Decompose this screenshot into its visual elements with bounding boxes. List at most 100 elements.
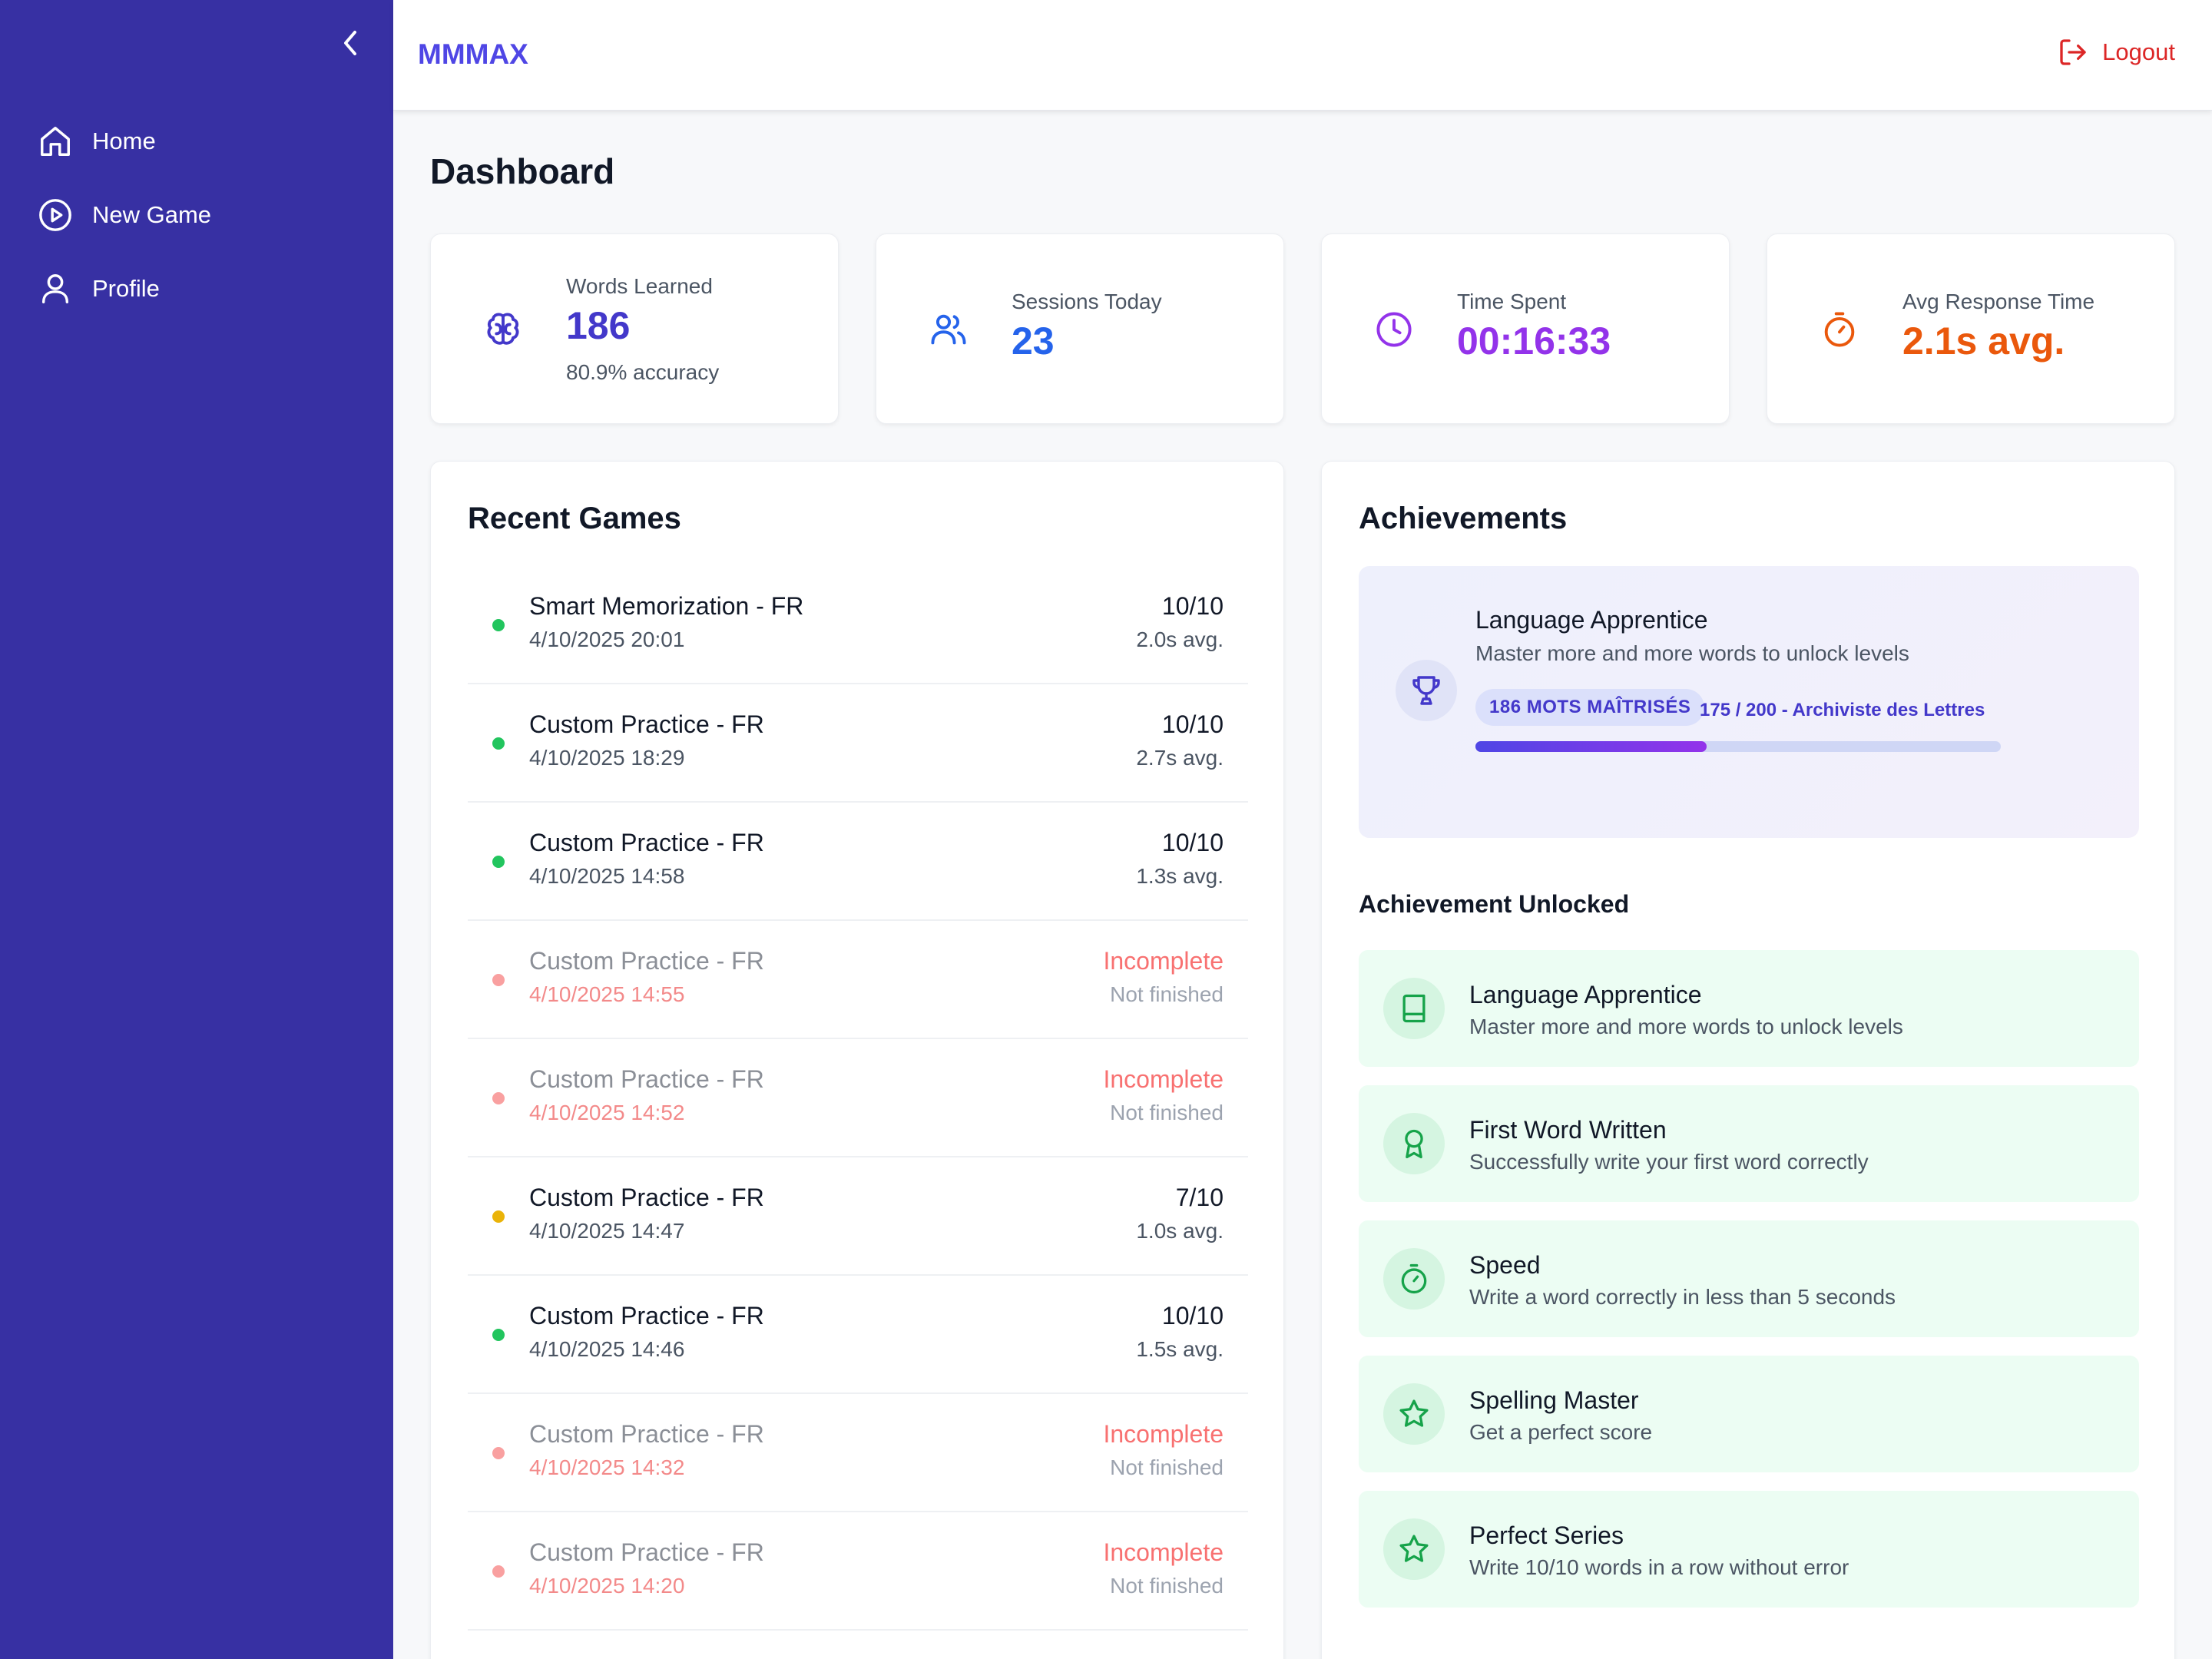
achievement-title: Spelling Master xyxy=(1469,1386,1639,1414)
brain-icon xyxy=(487,313,519,345)
achievement-description: Master more and more words to unlock lev… xyxy=(1469,1015,1903,1038)
game-date: 4/10/2025 14:46 xyxy=(529,1337,685,1361)
game-name: Custom Practice - FR xyxy=(529,1065,764,1093)
current-achievement-card: Language Apprentice Master more and more… xyxy=(1359,566,2139,838)
game-avg-time: 2.7s avg. xyxy=(1136,746,1224,770)
game-row[interactable]: Custom Practice - FR 4/10/2025 14:32 Incom… xyxy=(468,1394,1248,1512)
game-name: Custom Practice - FR xyxy=(529,1302,764,1330)
achievement-description: Write 10/10 words in a row without error xyxy=(1469,1555,1849,1579)
status-dot xyxy=(492,1210,505,1223)
game-avg-time: Not finished xyxy=(1110,982,1224,1006)
game-score: Incomplete xyxy=(1103,947,1224,975)
stat-value: 23 xyxy=(1012,320,1055,363)
stat-value: 186 xyxy=(566,304,631,347)
recent-games-panel: Recent Games Smart Memorization - FR 4/10… xyxy=(430,461,1284,1659)
stat-label: Words Learned xyxy=(566,274,713,298)
brand-logo[interactable]: MMMAX xyxy=(418,38,528,70)
achievement-description: Write a word correctly in less than 5 se… xyxy=(1469,1285,1896,1309)
game-avg-time: 1.0s avg. xyxy=(1136,1219,1224,1243)
chevron-left-icon xyxy=(344,31,356,55)
achievement-item[interactable]: Spelling Master Get a perfect score xyxy=(1359,1356,2139,1472)
game-row[interactable]: Custom Practice - FR 4/10/2025 18:29 10/10… xyxy=(468,684,1248,803)
game-row[interactable]: Custom Practice - FR 4/10/2025 14:58 10/10… xyxy=(468,803,1248,921)
achievement-item[interactable]: Perfect Series Write 10/10 words in a row… xyxy=(1359,1491,2139,1608)
game-score: Incomplete xyxy=(1103,1538,1224,1566)
sidebar-item-new-game[interactable]: New Game xyxy=(37,192,211,238)
game-name: Smart Memorization - FR xyxy=(529,592,804,620)
user-icon xyxy=(37,270,74,307)
sidebar-item-label: Home xyxy=(92,127,156,154)
game-name: Custom Practice - FR xyxy=(529,947,764,975)
achievements-panel: Achievements Language Apprentice Master … xyxy=(1321,461,2175,1659)
stat-card-sessions-today: Sessions Today 23 xyxy=(876,233,1284,424)
achievement-item[interactable]: Language Apprentice Master more and more … xyxy=(1359,950,2139,1067)
game-row[interactable]: Custom Practice - FR 4/10/2025 14:55 Incom… xyxy=(468,921,1248,1039)
game-name: Custom Practice - FR xyxy=(529,710,764,738)
game-row[interactable]: Custom Practice - FR 4/10/2025 14:47 7/10 1… xyxy=(468,1157,1248,1276)
status-dot xyxy=(492,974,505,986)
game-score: 10/10 xyxy=(1161,710,1224,738)
achievement-description: Get a perfect score xyxy=(1469,1420,1653,1444)
achievement-unlocked-title: Achievement Unlocked xyxy=(1359,890,1630,918)
game-date: 4/10/2025 14:20 xyxy=(529,1574,685,1598)
game-row[interactable]: Custom Practice - FR 4/10/2025 14:52 Incom… xyxy=(468,1039,1248,1157)
status-dot xyxy=(492,619,505,631)
game-score: 10/10 xyxy=(1161,592,1224,620)
achievement-description: Successfully write your first word corre… xyxy=(1469,1150,1869,1174)
game-score: 10/10 xyxy=(1161,829,1224,856)
logout-button[interactable]: Logout xyxy=(2058,37,2175,68)
game-date: 4/10/2025 14:58 xyxy=(529,864,685,888)
game-score: 7/10 xyxy=(1175,1184,1224,1211)
level-progress-label: 175 / 200 - Archiviste des Lettres xyxy=(1700,700,1985,720)
game-date: 4/10/2025 14:32 xyxy=(529,1455,685,1479)
stat-label: Time Spent xyxy=(1457,290,1567,313)
status-dot xyxy=(492,1447,505,1459)
star-icon xyxy=(1383,1383,1445,1445)
achievements-title: Achievements xyxy=(1359,502,1568,535)
game-date: 4/10/2025 14:47 xyxy=(529,1219,685,1243)
stat-card-avg-response-time: Avg Response Time 2.1s avg. xyxy=(1767,233,2175,424)
status-dot xyxy=(492,856,505,868)
collapse-sidebar-button[interactable] xyxy=(335,28,366,58)
level-progress-bar xyxy=(1475,741,2001,752)
sidebar-item-home[interactable]: Home xyxy=(37,118,156,164)
award-icon xyxy=(1383,1113,1445,1174)
users-icon xyxy=(931,314,966,345)
achievement-title: Perfect Series xyxy=(1469,1522,1624,1549)
timer-icon xyxy=(1383,1248,1445,1310)
game-avg-time: Not finished xyxy=(1110,1574,1224,1598)
stat-card-time-spent: Time Spent 00:16:33 xyxy=(1321,233,1730,424)
game-avg-time: Not finished xyxy=(1110,1101,1224,1124)
game-avg-time: 1.3s avg. xyxy=(1136,864,1224,888)
game-score: 10/10 xyxy=(1161,1302,1224,1330)
game-date: 4/10/2025 14:52 xyxy=(529,1101,685,1124)
stat-value: 00:16:33 xyxy=(1457,320,1611,363)
achievement-item[interactable]: First Word Written Successfully write you… xyxy=(1359,1085,2139,1202)
page-title: Dashboard xyxy=(430,151,615,191)
game-score: Incomplete xyxy=(1103,1065,1224,1093)
game-avg-time: 1.5s avg. xyxy=(1136,1337,1224,1361)
sidebar: Home New Game Profile xyxy=(0,0,393,1659)
achievement-title: First Word Written xyxy=(1469,1116,1667,1144)
game-row[interactable]: Smart Memorization - FR 4/10/2025 20:01 10… xyxy=(468,566,1248,684)
sidebar-item-profile[interactable]: Profile xyxy=(37,266,160,312)
timer-icon xyxy=(1824,312,1855,347)
level-progress-fill xyxy=(1475,741,1707,752)
sidebar-item-label: New Game xyxy=(92,201,212,228)
game-score: Incomplete xyxy=(1103,1420,1224,1448)
logout-icon xyxy=(2060,39,2086,65)
trophy-icon xyxy=(1396,660,1457,721)
game-date: 4/10/2025 14:55 xyxy=(529,982,685,1006)
sidebar-item-label: Profile xyxy=(92,275,160,302)
game-row[interactable]: Custom Practice - FR 4/10/2025 14:20 Incom… xyxy=(468,1512,1248,1631)
stat-card-words-learned: Words Learned 186 80.9% accuracy xyxy=(430,233,839,424)
play-circle-icon xyxy=(37,197,74,233)
achievement-item[interactable]: Speed Write a word correctly in less than… xyxy=(1359,1220,2139,1337)
game-name: Custom Practice - FR xyxy=(529,829,764,856)
stat-label: Sessions Today xyxy=(1012,290,1162,313)
logout-label: Logout xyxy=(2102,38,2175,65)
current-achievement-description: Master more and more words to unlock lev… xyxy=(1475,641,1909,665)
game-row[interactable]: Custom Practice - FR 4/10/2025 14:46 10/10… xyxy=(468,1276,1248,1394)
game-name: Custom Practice - FR xyxy=(529,1420,764,1448)
star-icon xyxy=(1383,1518,1445,1580)
